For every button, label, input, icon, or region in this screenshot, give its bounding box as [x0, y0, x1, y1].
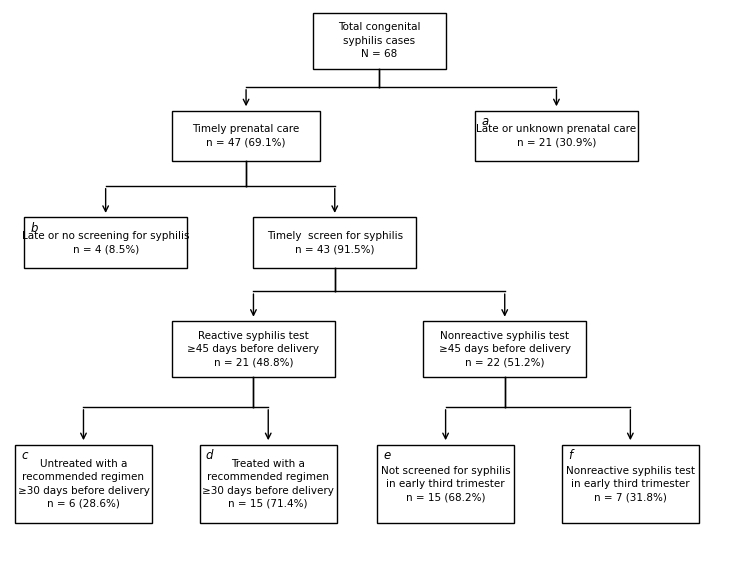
FancyBboxPatch shape [377, 445, 514, 523]
FancyBboxPatch shape [313, 12, 446, 69]
FancyBboxPatch shape [172, 321, 334, 377]
Text: Nonreactive syphilis test
in early third trimester
n = 7 (31.8%): Nonreactive syphilis test in early third… [566, 466, 694, 502]
Text: Late or no screening for syphilis
n = 4 (8.5%): Late or no screening for syphilis n = 4 … [22, 231, 190, 254]
FancyBboxPatch shape [476, 111, 638, 161]
FancyBboxPatch shape [562, 445, 699, 523]
FancyBboxPatch shape [254, 218, 416, 268]
Text: d: d [206, 450, 213, 462]
Text: Untreated with a
recommended regimen
≥30 days before delivery
n = 6 (28.6%): Untreated with a recommended regimen ≥30… [17, 459, 149, 509]
Text: Treated with a
recommended regimen
≥30 days before delivery
n = 15 (71.4%): Treated with a recommended regimen ≥30 d… [202, 459, 334, 509]
Text: f: f [568, 450, 572, 462]
FancyBboxPatch shape [424, 321, 586, 377]
FancyBboxPatch shape [200, 445, 337, 523]
Text: c: c [21, 450, 28, 462]
FancyBboxPatch shape [15, 445, 152, 523]
Text: Total congenital
syphilis cases
N = 68: Total congenital syphilis cases N = 68 [338, 23, 420, 59]
Text: Timely prenatal care
n = 47 (69.1%): Timely prenatal care n = 47 (69.1%) [193, 125, 300, 148]
FancyBboxPatch shape [24, 218, 187, 268]
Text: b: b [30, 222, 38, 235]
Text: a: a [481, 115, 488, 129]
Text: Late or unknown prenatal care
n = 21 (30.9%): Late or unknown prenatal care n = 21 (30… [476, 125, 637, 148]
Text: Nonreactive syphilis test
≥45 days before delivery
n = 22 (51.2%): Nonreactive syphilis test ≥45 days befor… [439, 331, 571, 368]
Text: Reactive syphilis test
≥45 days before delivery
n = 21 (48.8%): Reactive syphilis test ≥45 days before d… [188, 331, 320, 368]
Text: e: e [383, 450, 391, 462]
Text: Timely  screen for syphilis
n = 43 (91.5%): Timely screen for syphilis n = 43 (91.5%… [267, 231, 403, 254]
Text: Not screened for syphilis
in early third trimester
n = 15 (68.2%): Not screened for syphilis in early third… [381, 466, 511, 502]
FancyBboxPatch shape [172, 111, 320, 161]
